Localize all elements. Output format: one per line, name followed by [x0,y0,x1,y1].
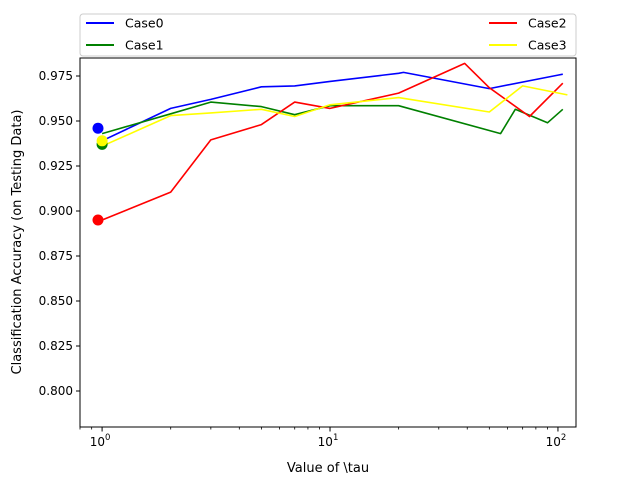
series-line-case3 [101,85,568,147]
series-line-case1 [101,101,564,135]
y-tick-label: 0.800 [39,384,73,398]
x-ticks: 100 101 102 [79,427,567,449]
series-line-case2 [101,62,564,221]
legend-label-case2: Case2 [528,16,567,31]
plot-frame [79,57,577,428]
y-tick-label: 0.950 [39,114,73,128]
x-axis-label: Value of \tau [287,461,369,476]
legend: Case0 Case1 Case2 Case3 [79,13,577,57]
x-tick-label: 102 [546,433,567,449]
series-line-case0 [101,71,563,142]
y-tick-label: 0.850 [39,294,73,308]
x-tick-label: 100 [90,433,111,449]
plot-layer [92,62,568,226]
y-tick-label: 0.825 [39,339,73,353]
legend-box [79,13,577,57]
y-axis-label: Classification Accuracy (on Testing Data… [10,110,25,375]
y-tick-label: 0.900 [39,204,73,218]
series-marker-case3 [96,135,108,147]
x-tick-label: 101 [318,433,339,449]
y-tick-label: 0.975 [39,69,73,83]
y-ticks: 0.800 0.825 0.850 0.875 0.900 0.925 0.950 0.975 [39,69,80,398]
legend-label-case3: Case3 [528,38,567,53]
series-marker-case0 [92,122,104,134]
legend-label-case0: Case0 [125,16,164,31]
legend-label-case1: Case1 [125,38,164,53]
y-tick-label: 0.875 [39,249,73,263]
y-tick-label: 0.925 [39,159,73,173]
series-marker-case2 [92,214,104,226]
